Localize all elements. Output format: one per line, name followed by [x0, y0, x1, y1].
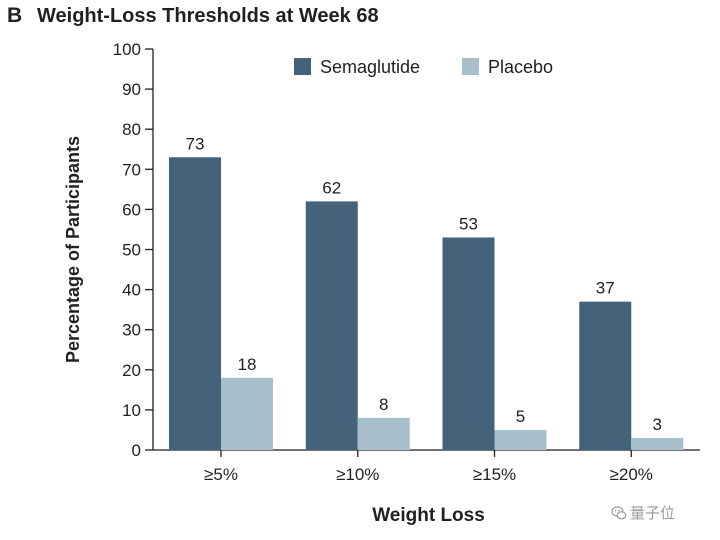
watermark: 量子位	[611, 502, 675, 523]
watermark-text: 量子位	[630, 505, 676, 522]
wechat-icon	[611, 505, 627, 521]
y-axis: 0 10 20 30 40 50 60 70 80 90 100 Percentage of Part…	[63, 40, 154, 460]
data-label: 73	[186, 134, 205, 153]
y-tick-label: 50	[122, 241, 141, 260]
bars: 73 18 62 8 53 5 37 3	[169, 134, 684, 450]
legend-swatch-placebo	[462, 58, 479, 75]
data-label: 3	[653, 415, 662, 434]
panel-label: B	[7, 4, 23, 27]
y-tick-label: 100	[113, 40, 141, 59]
bar-semaglutide-2	[442, 237, 495, 450]
x-tick-label: ≥5%	[204, 465, 238, 484]
bar-semaglutide-1	[305, 201, 358, 450]
legend-label-placebo: Placebo	[488, 57, 553, 77]
data-label: 8	[379, 395, 388, 414]
bar-placebo-2	[494, 429, 547, 450]
data-label: 37	[596, 279, 615, 298]
y-tick-label: 0	[132, 441, 141, 460]
y-tick-label: 30	[122, 321, 141, 340]
bar-placebo-3	[631, 437, 684, 450]
x-tick-label: ≥20%	[610, 465, 653, 484]
x-axis: ≥5% ≥10% ≥15% ≥20% Weight Loss	[153, 449, 700, 526]
data-label: 62	[322, 178, 341, 197]
x-tick-label: ≥15%	[473, 465, 516, 484]
legend-swatch-semaglutide	[294, 58, 311, 75]
y-tick-label: 80	[122, 120, 141, 139]
y-tick-label: 40	[122, 281, 141, 300]
y-tick-label: 20	[122, 361, 141, 380]
bar-placebo-1	[357, 417, 410, 450]
data-label: 5	[516, 407, 525, 426]
bar-placebo-0	[221, 377, 273, 450]
legend-label-semaglutide: Semaglutide	[320, 57, 420, 77]
data-label: 18	[238, 355, 257, 374]
y-tick-label: 10	[122, 401, 141, 420]
legend: Semaglutide Placebo	[294, 57, 553, 77]
x-tick-label: ≥10%	[336, 465, 379, 484]
chart-title: Weight-Loss Thresholds at Week 68	[37, 5, 379, 27]
bar-semaglutide-3	[579, 301, 632, 450]
y-axis-title: Percentage of Participants	[63, 136, 83, 363]
y-tick-label: 70	[122, 160, 141, 179]
y-tick-label: 90	[122, 80, 141, 99]
y-tick-label: 60	[122, 200, 141, 219]
x-axis-title: Weight Loss	[372, 505, 485, 526]
bar-semaglutide-0	[169, 157, 221, 450]
data-label: 53	[459, 214, 478, 233]
